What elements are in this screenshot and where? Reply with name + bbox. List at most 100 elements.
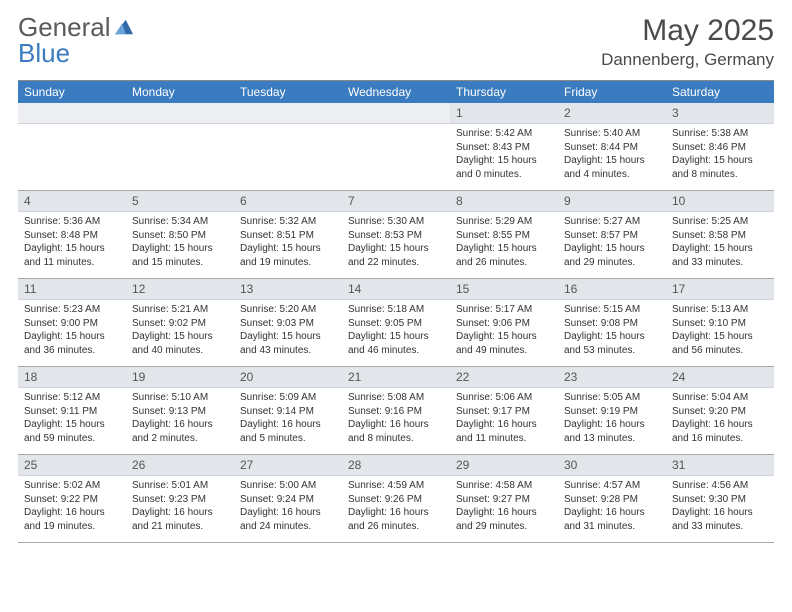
day-info: Sunrise: 5:08 AMSunset: 9:16 PMDaylight:… bbox=[342, 388, 450, 449]
day-number bbox=[342, 103, 450, 124]
day-info: Sunrise: 5:09 AMSunset: 9:14 PMDaylight:… bbox=[234, 388, 342, 449]
sunset-line: Sunset: 8:44 PM bbox=[564, 141, 660, 155]
sunrise-line: Sunrise: 5:10 AM bbox=[132, 391, 228, 405]
daylight-line: Daylight: 15 hours and 4 minutes. bbox=[564, 154, 660, 181]
daylight-line: Daylight: 16 hours and 19 minutes. bbox=[24, 506, 120, 533]
day-number: 17 bbox=[666, 279, 774, 300]
day-number: 12 bbox=[126, 279, 234, 300]
day-info: Sunrise: 5:42 AMSunset: 8:43 PMDaylight:… bbox=[450, 124, 558, 185]
day-number: 5 bbox=[126, 191, 234, 212]
day-number: 21 bbox=[342, 367, 450, 388]
day-number: 6 bbox=[234, 191, 342, 212]
sunrise-line: Sunrise: 5:34 AM bbox=[132, 215, 228, 229]
sunrise-line: Sunrise: 5:25 AM bbox=[672, 215, 768, 229]
location-label: Dannenberg, Germany bbox=[601, 50, 774, 70]
day-info: Sunrise: 5:15 AMSunset: 9:08 PMDaylight:… bbox=[558, 300, 666, 361]
sunrise-line: Sunrise: 5:29 AM bbox=[456, 215, 552, 229]
day-info: Sunrise: 5:18 AMSunset: 9:05 PMDaylight:… bbox=[342, 300, 450, 361]
sunrise-line: Sunrise: 5:38 AM bbox=[672, 127, 768, 141]
day-number: 24 bbox=[666, 367, 774, 388]
daylight-line: Daylight: 16 hours and 11 minutes. bbox=[456, 418, 552, 445]
day-info: Sunrise: 5:40 AMSunset: 8:44 PMDaylight:… bbox=[558, 124, 666, 185]
day-number: 31 bbox=[666, 455, 774, 476]
sunset-line: Sunset: 9:16 PM bbox=[348, 405, 444, 419]
sunrise-line: Sunrise: 5:42 AM bbox=[456, 127, 552, 141]
logo: GeneralBlue bbox=[18, 14, 135, 66]
sunset-line: Sunset: 9:02 PM bbox=[132, 317, 228, 331]
sunset-line: Sunset: 9:24 PM bbox=[240, 493, 336, 507]
calendar-cell bbox=[342, 103, 450, 191]
weekday-header: Monday bbox=[126, 81, 234, 103]
calendar-cell: 27Sunrise: 5:00 AMSunset: 9:24 PMDayligh… bbox=[234, 455, 342, 543]
sunrise-line: Sunrise: 4:59 AM bbox=[348, 479, 444, 493]
daylight-line: Daylight: 15 hours and 46 minutes. bbox=[348, 330, 444, 357]
day-number: 18 bbox=[18, 367, 126, 388]
sunrise-line: Sunrise: 5:00 AM bbox=[240, 479, 336, 493]
day-number: 15 bbox=[450, 279, 558, 300]
daylight-line: Daylight: 15 hours and 29 minutes. bbox=[564, 242, 660, 269]
sunset-line: Sunset: 8:57 PM bbox=[564, 229, 660, 243]
day-info: Sunrise: 5:29 AMSunset: 8:55 PMDaylight:… bbox=[450, 212, 558, 273]
daylight-line: Daylight: 15 hours and 11 minutes. bbox=[24, 242, 120, 269]
day-info: Sunrise: 5:17 AMSunset: 9:06 PMDaylight:… bbox=[450, 300, 558, 361]
daylight-line: Daylight: 15 hours and 40 minutes. bbox=[132, 330, 228, 357]
day-info: Sunrise: 5:01 AMSunset: 9:23 PMDaylight:… bbox=[126, 476, 234, 537]
daylight-line: Daylight: 15 hours and 36 minutes. bbox=[24, 330, 120, 357]
sunset-line: Sunset: 9:05 PM bbox=[348, 317, 444, 331]
sunrise-line: Sunrise: 5:15 AM bbox=[564, 303, 660, 317]
weekday-header: Friday bbox=[558, 81, 666, 103]
sunset-line: Sunset: 9:17 PM bbox=[456, 405, 552, 419]
sunrise-line: Sunrise: 5:17 AM bbox=[456, 303, 552, 317]
daylight-line: Daylight: 15 hours and 0 minutes. bbox=[456, 154, 552, 181]
sunrise-line: Sunrise: 5:13 AM bbox=[672, 303, 768, 317]
day-number: 4 bbox=[18, 191, 126, 212]
daylight-line: Daylight: 15 hours and 43 minutes. bbox=[240, 330, 336, 357]
sunrise-line: Sunrise: 5:21 AM bbox=[132, 303, 228, 317]
sunrise-line: Sunrise: 5:12 AM bbox=[24, 391, 120, 405]
day-info: Sunrise: 5:05 AMSunset: 9:19 PMDaylight:… bbox=[558, 388, 666, 449]
sunrise-line: Sunrise: 5:09 AM bbox=[240, 391, 336, 405]
day-info: Sunrise: 5:13 AMSunset: 9:10 PMDaylight:… bbox=[666, 300, 774, 361]
header: GeneralBlue May 2025 Dannenberg, Germany bbox=[18, 14, 774, 70]
calendar-cell: 13Sunrise: 5:20 AMSunset: 9:03 PMDayligh… bbox=[234, 279, 342, 367]
weekday-header: Thursday bbox=[450, 81, 558, 103]
calendar-cell: 21Sunrise: 5:08 AMSunset: 9:16 PMDayligh… bbox=[342, 367, 450, 455]
day-number: 23 bbox=[558, 367, 666, 388]
daylight-line: Daylight: 15 hours and 33 minutes. bbox=[672, 242, 768, 269]
daylight-line: Daylight: 15 hours and 59 minutes. bbox=[24, 418, 120, 445]
sunrise-line: Sunrise: 4:56 AM bbox=[672, 479, 768, 493]
day-info: Sunrise: 4:59 AMSunset: 9:26 PMDaylight:… bbox=[342, 476, 450, 537]
logo-text-1: General bbox=[18, 14, 111, 40]
sunset-line: Sunset: 9:19 PM bbox=[564, 405, 660, 419]
day-info: Sunrise: 5:25 AMSunset: 8:58 PMDaylight:… bbox=[666, 212, 774, 273]
sunset-line: Sunset: 9:08 PM bbox=[564, 317, 660, 331]
weekday-header: Wednesday bbox=[342, 81, 450, 103]
day-number bbox=[18, 103, 126, 124]
sunset-line: Sunset: 8:50 PM bbox=[132, 229, 228, 243]
day-number: 25 bbox=[18, 455, 126, 476]
sunrise-line: Sunrise: 5:27 AM bbox=[564, 215, 660, 229]
calendar-cell: 24Sunrise: 5:04 AMSunset: 9:20 PMDayligh… bbox=[666, 367, 774, 455]
day-number: 10 bbox=[666, 191, 774, 212]
day-number: 9 bbox=[558, 191, 666, 212]
daylight-line: Daylight: 16 hours and 5 minutes. bbox=[240, 418, 336, 445]
sunset-line: Sunset: 9:03 PM bbox=[240, 317, 336, 331]
day-info: Sunrise: 5:10 AMSunset: 9:13 PMDaylight:… bbox=[126, 388, 234, 449]
sunrise-line: Sunrise: 4:58 AM bbox=[456, 479, 552, 493]
day-number: 14 bbox=[342, 279, 450, 300]
day-info: Sunrise: 5:34 AMSunset: 8:50 PMDaylight:… bbox=[126, 212, 234, 273]
month-title: May 2025 bbox=[601, 14, 774, 48]
sunset-line: Sunset: 8:48 PM bbox=[24, 229, 120, 243]
daylight-line: Daylight: 16 hours and 16 minutes. bbox=[672, 418, 768, 445]
day-info: Sunrise: 5:12 AMSunset: 9:11 PMDaylight:… bbox=[18, 388, 126, 449]
calendar-cell: 20Sunrise: 5:09 AMSunset: 9:14 PMDayligh… bbox=[234, 367, 342, 455]
calendar-cell bbox=[234, 103, 342, 191]
calendar-cell: 29Sunrise: 4:58 AMSunset: 9:27 PMDayligh… bbox=[450, 455, 558, 543]
sunset-line: Sunset: 9:14 PM bbox=[240, 405, 336, 419]
daylight-line: Daylight: 16 hours and 2 minutes. bbox=[132, 418, 228, 445]
calendar-cell: 16Sunrise: 5:15 AMSunset: 9:08 PMDayligh… bbox=[558, 279, 666, 367]
day-info: Sunrise: 5:20 AMSunset: 9:03 PMDaylight:… bbox=[234, 300, 342, 361]
sunrise-line: Sunrise: 5:05 AM bbox=[564, 391, 660, 405]
sunrise-line: Sunrise: 5:32 AM bbox=[240, 215, 336, 229]
sunset-line: Sunset: 9:00 PM bbox=[24, 317, 120, 331]
